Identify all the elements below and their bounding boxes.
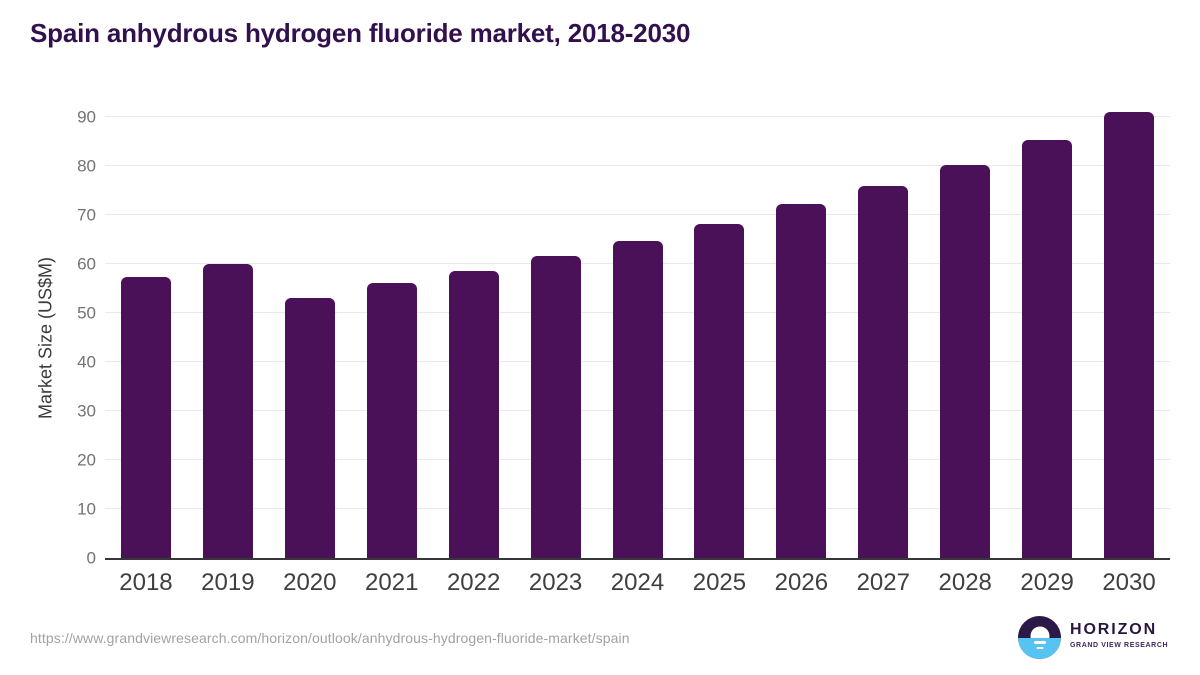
bar-2023	[530, 256, 581, 558]
bar-2027	[858, 185, 909, 558]
bar-2024	[612, 240, 663, 558]
y-tick-label: 60	[77, 254, 96, 274]
x-axis-line	[105, 558, 1170, 560]
x-tick-label: 2026	[774, 569, 829, 596]
reflection-dash	[1036, 646, 1043, 649]
x-tick-label: 2028	[938, 569, 992, 596]
x-tick-label: 2030	[1102, 569, 1156, 596]
x-tick-label: 2019	[201, 569, 255, 596]
x-tick-label: 2018	[119, 569, 173, 596]
y-tick-label: 30	[77, 401, 96, 421]
bar-2021	[366, 283, 417, 558]
x-tick-label: 2029	[1020, 569, 1074, 596]
logo-subtitle: GRAND VIEW RESEARCH	[1070, 642, 1169, 649]
plot-area: 0 10 20 30 40 50 60 70 80 90 2018 2019 2020 2021 2022 2…	[77, 97, 1170, 595]
gridline	[105, 164, 1170, 166]
logo-wordmark: HORIZON	[1070, 621, 1158, 638]
bar-2028	[940, 164, 991, 558]
y-tick-label: 10	[77, 499, 96, 519]
source-url: https://www.grandviewresearch.com/horizo…	[30, 630, 630, 646]
x-tick-label: 2025	[692, 569, 747, 596]
logo-text-block: HORIZON GRAND VIEW RESEARCH	[1070, 616, 1169, 650]
y-tick-label: 70	[77, 205, 96, 225]
bar-2020	[284, 298, 335, 558]
horizon-sunset-circle-icon	[1018, 616, 1061, 659]
bar-2018	[120, 277, 171, 558]
water-shape	[1018, 637, 1061, 659]
y-tick-label: 90	[77, 107, 96, 127]
bar-2025	[694, 223, 745, 558]
x-tick-label: 2020	[283, 569, 337, 596]
bar-2026	[776, 203, 827, 558]
x-tick-label: 2023	[528, 569, 583, 596]
x-tick-label: 2027	[856, 569, 910, 596]
x-tick-label: 2024	[610, 569, 665, 596]
y-axis-title: Market Size (US$M)	[35, 256, 56, 420]
x-tick-label: 2021	[365, 569, 419, 596]
brand-logo: HORIZON GRAND VIEW RESEARCH	[1018, 616, 1168, 659]
x-tick-label: 2022	[446, 569, 501, 596]
y-tick-label: 20	[77, 450, 96, 470]
y-tick-label: 80	[77, 156, 96, 176]
y-tick-label: 50	[77, 303, 96, 323]
bar-2022	[448, 271, 499, 558]
bar-2019	[202, 264, 253, 558]
y-tick-label: 0	[86, 548, 96, 568]
bar-2029	[1022, 139, 1073, 558]
reflection-dash	[1033, 640, 1046, 644]
bar-2030	[1104, 112, 1155, 558]
gridline	[105, 213, 1170, 215]
chart-title: Spain anhydrous hydrogen fluoride market…	[30, 18, 691, 48]
y-tick-label: 40	[77, 352, 96, 372]
gridline	[105, 115, 1170, 117]
